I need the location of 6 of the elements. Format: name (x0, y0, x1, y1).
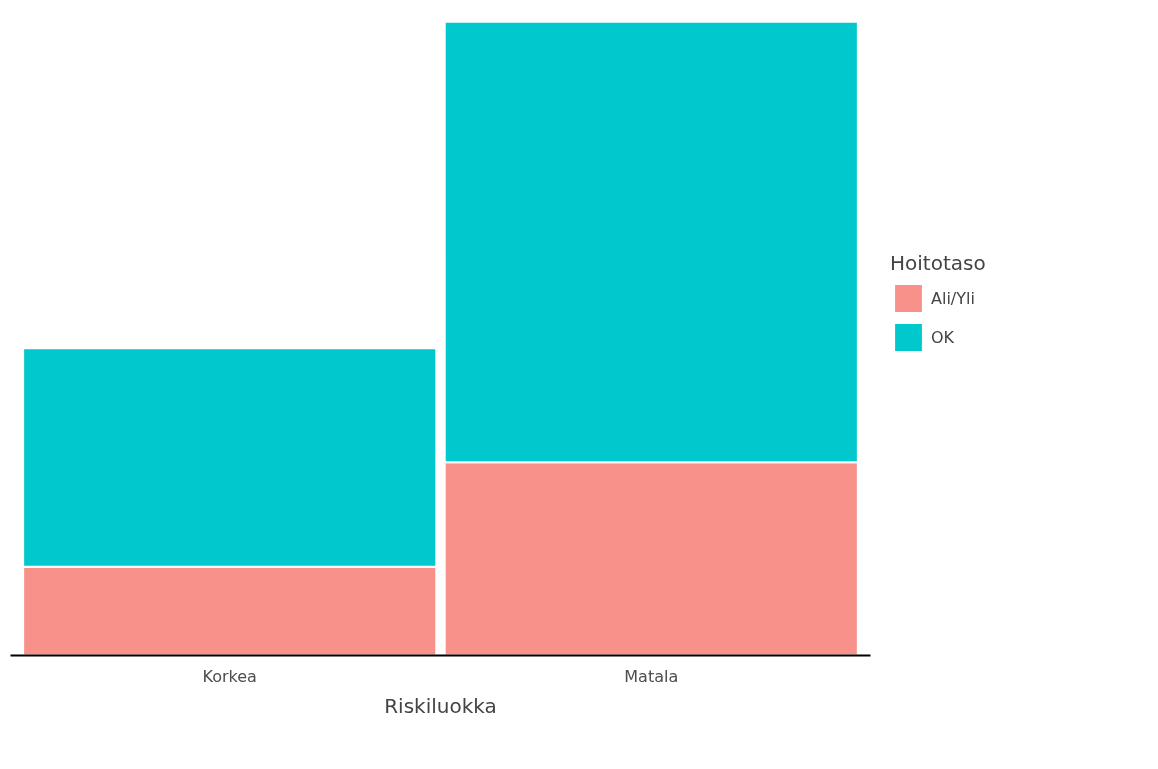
x-tick-label: Matala (624, 666, 679, 686)
x-axis-title: Riskiluokka (384, 693, 497, 718)
legend-label: Ali/Yli (931, 288, 975, 308)
x-tick-label: Korkea (202, 666, 257, 686)
legend-title: Hoitotaso (890, 251, 986, 275)
legend-label: OK (931, 327, 955, 347)
